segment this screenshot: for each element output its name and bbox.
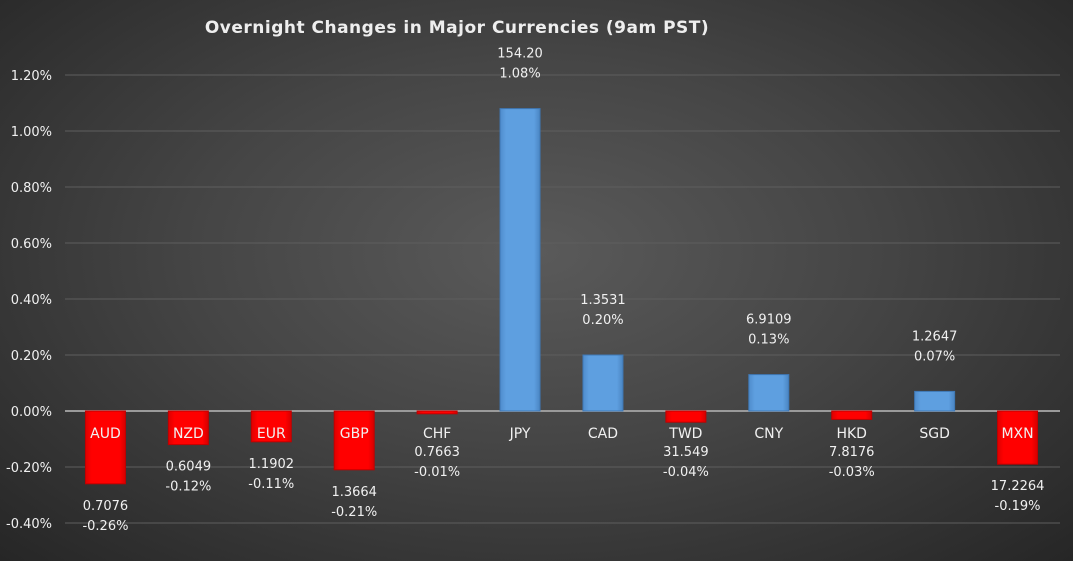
value-label: -0.04% [663,465,709,480]
bar-nzd [167,410,209,446]
y-tick-label: -0.40% [6,517,52,532]
bar-cad [582,354,624,412]
bar-chf [416,410,458,415]
value-label: -0.21% [331,505,377,520]
y-tick-label: 0.20% [11,349,52,364]
bar-eur [250,410,292,443]
category-label: EUR [257,426,286,442]
bar-cny [748,374,790,412]
rate-label: 1.2647 [912,329,958,344]
y-tick-label: 1.20% [11,69,52,84]
value-label: -0.01% [414,465,460,480]
value-label: -0.12% [165,480,211,495]
bar-mxn [997,410,1039,465]
bar-sgd [914,390,956,412]
bar-twd [665,410,707,423]
category-label: JPY [509,426,531,442]
rate-label: 31.549 [663,445,709,460]
category-label: NZD [173,426,204,442]
bar-gbp [333,410,375,471]
value-label: 0.07% [914,349,955,364]
rate-label: 17.2264 [991,479,1045,494]
category-label: CAD [588,426,618,442]
value-label: 1.08% [499,67,540,82]
rate-label: 1.3664 [331,485,377,500]
category-label: CNY [754,426,783,442]
rate-label: 0.7663 [414,445,460,460]
bar-hkd [831,410,873,420]
bar-aud [84,410,126,485]
rate-label: 6.9109 [746,313,792,328]
value-label: -0.11% [248,477,294,492]
rate-label: 0.6049 [166,460,212,475]
category-label: MXN [1001,426,1033,442]
rate-label: 7.8176 [829,445,875,460]
y-tick-label: 0.00% [11,405,52,420]
chart-title: Overnight Changes in Major Currencies (9… [205,18,709,38]
y-tick-label: 0.40% [11,293,52,308]
rate-label: 1.3531 [580,293,626,308]
rate-label: 154.20 [497,47,543,62]
category-label: CHF [423,426,451,442]
value-label: -0.26% [82,519,128,534]
y-tick-label: 0.80% [11,181,52,196]
y-tick-label: 1.00% [11,125,52,140]
rate-label: 1.1902 [249,457,295,472]
category-label: AUD [90,426,121,442]
value-label: 0.13% [748,333,789,348]
value-label: 0.20% [582,313,623,328]
bar-jpy [499,108,541,412]
y-tick-label: 0.60% [11,237,52,252]
y-tick-label: -0.20% [6,461,52,476]
rate-label: 0.7076 [83,499,129,514]
category-label: HKD [836,426,867,442]
value-label: -0.03% [829,465,875,480]
category-label: GBP [340,426,369,442]
value-label: -0.19% [995,499,1041,514]
category-label: SGD [919,426,950,442]
category-label: TWD [668,426,702,442]
